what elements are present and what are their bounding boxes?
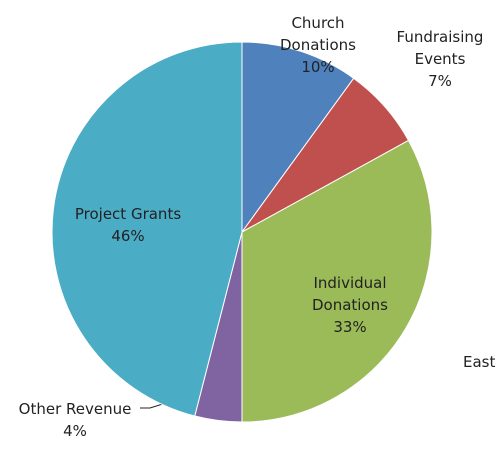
value-label: 10%	[301, 58, 335, 76]
category-label: Other Revenue	[18, 400, 132, 418]
category-label: Fundraising Events	[396, 28, 484, 68]
slice-label: Other Revenue 4%	[0, 398, 155, 442]
pie-slice	[241, 41, 355, 234]
annotation: East	[463, 353, 496, 371]
category-label: Project Grants	[74, 205, 182, 223]
slice-label: Church Donations 10%	[273, 12, 363, 78]
pie-slice	[51, 41, 243, 417]
value-label: 33%	[333, 318, 367, 336]
value-label: 46%	[111, 227, 145, 245]
slice-label: Fundraising Events 7%	[395, 26, 485, 92]
value-label: 4%	[63, 422, 87, 440]
category-label: Church Donations	[280, 14, 356, 54]
category-label: Individual Donations	[312, 274, 388, 314]
slice-label: Individual Donations 33%	[295, 272, 405, 338]
pie-slice	[241, 139, 433, 423]
slice-label: Project Grants 46%	[48, 203, 208, 247]
value-label: 7%	[428, 72, 452, 90]
